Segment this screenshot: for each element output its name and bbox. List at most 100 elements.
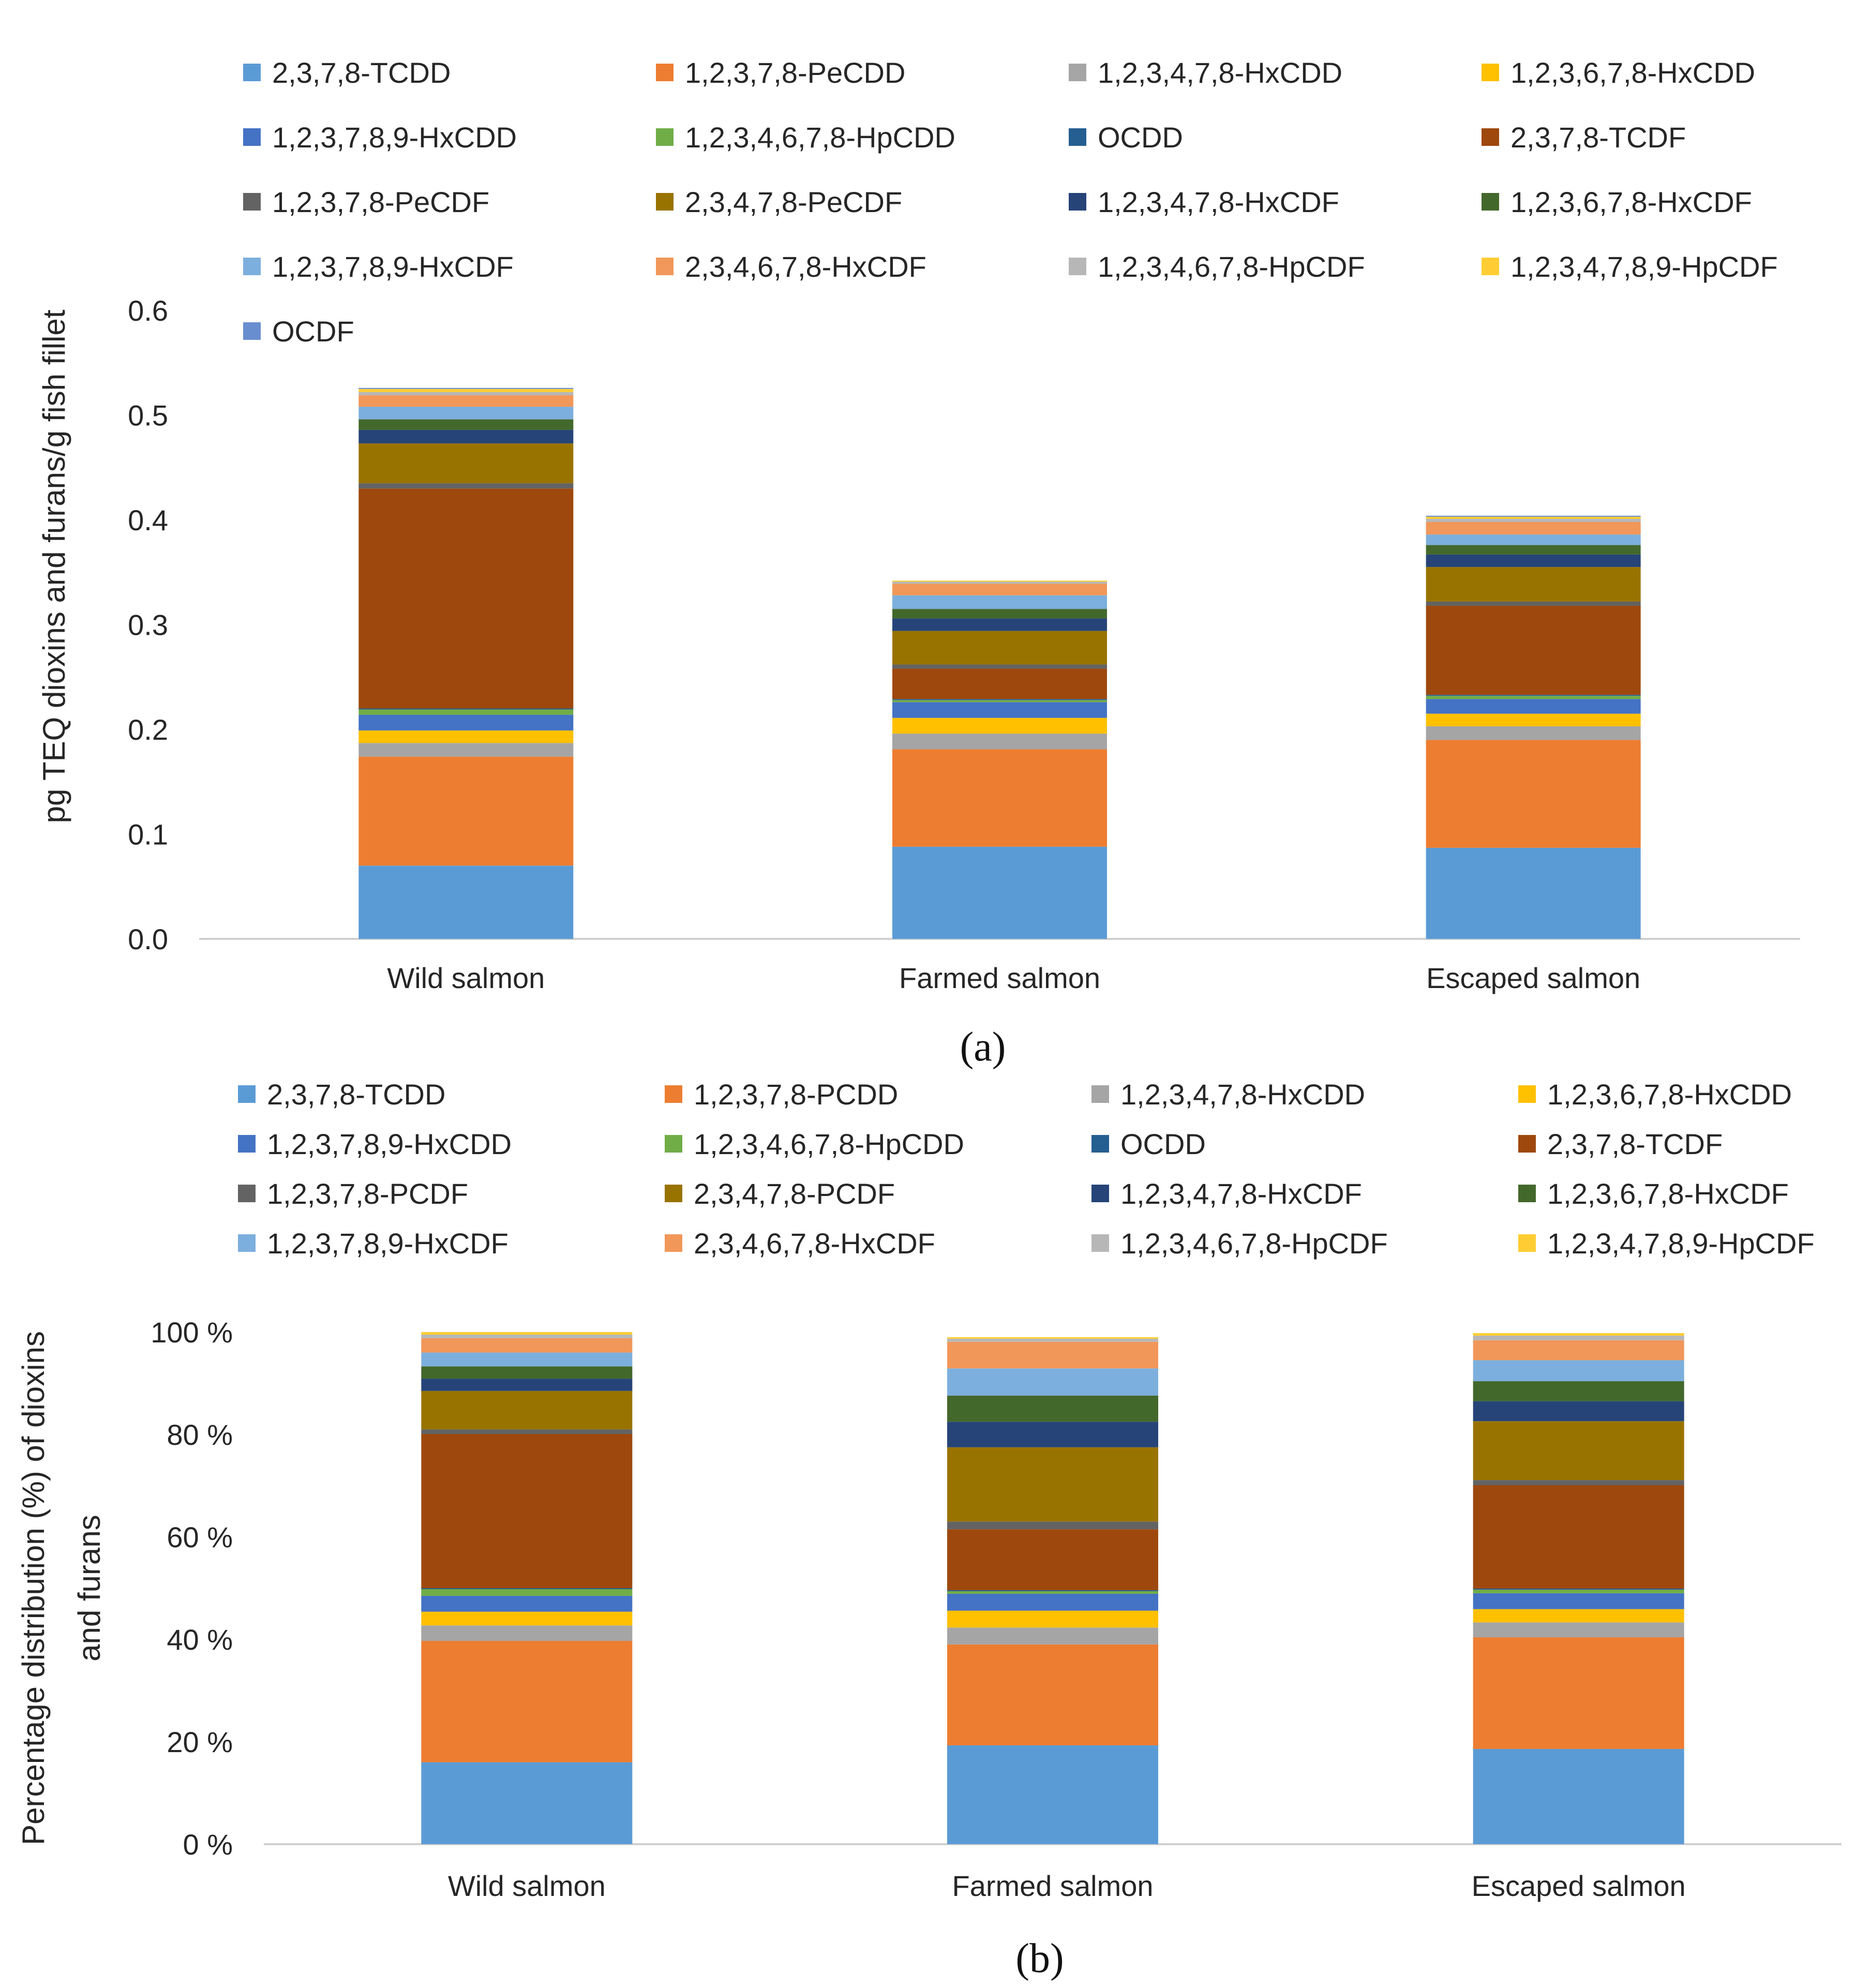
legend-swatch [1518, 1185, 1536, 1202]
bar-segment-1-2-3-7-8-pecdf [892, 664, 1107, 669]
legend-label: 1,2,3,6,7,8-HxCDF [1510, 186, 1752, 218]
bar-segment-1-2-3-4-6-7-8-hpcdf [1473, 1335, 1684, 1340]
x-tick-label: Escaped salmon [1426, 962, 1640, 994]
bar-segment-1-2-3-7-8-9-hxcdd [892, 702, 1107, 718]
bar-segment-1-2-3-7-8-pcdd [947, 1644, 1158, 1745]
bar-segment-1-2-3-6-7-8-hxcdd [358, 730, 574, 743]
legend-label: 1,2,3,7,8,9-HxCDF [272, 250, 514, 283]
legend-item-2-3-7-8-tcdf: 2,3,7,8-TCDF [1482, 121, 1686, 154]
bar-segment-1-2-3-6-7-8-hxcdd [1473, 1609, 1684, 1623]
legend-item-1-2-3-6-7-8-hxcdd: 1,2,3,6,7,8-HxCDD [1518, 1078, 1792, 1111]
bar-segment-ocdd [1426, 695, 1641, 696]
bar-segment-2-3-7-8-tcdd [947, 1745, 1158, 1844]
legend-item-1-2-3-4-7-8-9-hpcdf: 1,2,3,4,7,8,9-HpCDF [1482, 250, 1778, 283]
y-tick-label: 0.0 [128, 923, 168, 955]
legend-label: 1,2,3,4,7,8-HxCDF [1120, 1177, 1362, 1210]
bar-segment-1-2-3-4-7-8-hxcdd [358, 743, 574, 757]
bar-segment-1-2-3-7-8-9-hxcdd [358, 714, 574, 731]
bar-segment-2-3-7-8-tcdd [892, 846, 1107, 939]
bar-segment-1-2-3-6-7-8-hxcdd [421, 1611, 633, 1626]
bar-segment-1-2-3-6-7-8-hxcdf [892, 609, 1107, 619]
legend-item-1-2-3-4-6-7-8-hpcdd: 1,2,3,4,6,7,8-HpCDD [656, 121, 955, 154]
legend-item-1-2-3-7-8-pcdd: 1,2,3,7,8-PCDD [665, 1078, 898, 1111]
legend-swatch [1091, 1085, 1109, 1103]
legend-label: 1,2,3,7,8-PCDF [267, 1177, 468, 1210]
legend-swatch [1069, 193, 1086, 211]
legend-label: 1,2,3,4,7,8,9-HpCDF [1510, 250, 1778, 283]
legend-label: 1,2,3,4,6,7,8-HpCDD [685, 121, 955, 154]
legend-swatch [238, 1185, 256, 1202]
bar-segment-1-2-3-4-7-8-hxcdf [421, 1379, 633, 1391]
legend-label: 1,2,3,7,8,9-HxCDD [267, 1128, 512, 1160]
bar-segment-1-2-3-7-8-9-hxcdf [421, 1352, 633, 1367]
y-axis-label-b-line-2: and furans [72, 1515, 107, 1662]
legend-label: 2,3,7,8-TCDD [267, 1078, 445, 1111]
bar-segment-1-2-3-4-6-7-8-hpcdd [1473, 1589, 1684, 1593]
y-tick-label: 60 % [167, 1521, 233, 1553]
legend-swatch [1091, 1185, 1109, 1202]
legend-swatch [1069, 258, 1086, 275]
legend-swatch [238, 1085, 256, 1103]
bar-segment-1-2-3-4-7-8-hxcdf [947, 1422, 1158, 1447]
bar-segment-1-2-3-7-8-9-hxcdd [1426, 699, 1641, 714]
bar-segment-ocdd [1473, 1588, 1684, 1590]
bar-segment-2-3-4-6-7-8-hxcdf [1473, 1340, 1684, 1361]
x-tick-label: Escaped salmon [1472, 1870, 1686, 1902]
bar-segment-1-2-3-7-8-pecdf [1426, 601, 1641, 606]
bar-segment-1-2-3-4-7-8-9-hpcdf [421, 1332, 633, 1335]
legend-item-1-2-3-4-7-8-9-hpcdf: 1,2,3,4,7,8,9-HpCDF [1518, 1227, 1815, 1260]
legend-label: 1,2,3,4,7,8-HxCDD [1120, 1078, 1365, 1111]
legend-item-2-3-4-6-7-8-hxcdf: 2,3,4,6,7,8-HxCDF [665, 1227, 935, 1260]
bar-segment-ocdd [421, 1588, 633, 1589]
bar-segment-1-2-3-7-8-pcdf [947, 1521, 1158, 1530]
y-tick-label: 0.3 [128, 609, 168, 641]
legend-item-2-3-7-8-tcdd: 2,3,7,8-TCDD [238, 1078, 445, 1111]
y-tick-label: 0.6 [128, 294, 168, 327]
bar-segment-ocdd [892, 699, 1107, 700]
bar-segment-1-2-3-7-8-9-hxcdd [947, 1593, 1158, 1611]
bar-stack-escaped-salmon [1473, 1333, 1684, 1844]
y-tick-label: 80 % [167, 1418, 233, 1451]
bar-stack-farmed-salmon [947, 1337, 1158, 1844]
legend-label: 2,3,7,8-TCDF [1510, 121, 1686, 154]
bar-segment-ocdf [1426, 515, 1641, 517]
legend-label: 1,2,3,4,7,8-HxCDD [1098, 56, 1342, 89]
legend-swatch [243, 64, 261, 81]
legend-label: 2,3,7,8-TCDF [1547, 1128, 1723, 1160]
legend-label: 2,3,4,7,8-PCDF [694, 1177, 895, 1210]
y-axis-label-a: pg TEQ dioxins and furans/g fish fillet [37, 309, 71, 823]
legend-swatch [238, 1234, 256, 1252]
bar-segment-1-2-3-7-8-pcdf [1473, 1480, 1684, 1486]
bar-segment-1-2-3-6-7-8-hxcdd [1426, 713, 1641, 726]
bar-segment-2-3-4-7-8-pecdf [892, 631, 1107, 665]
legend-item-1-2-3-6-7-8-hxcdf: 1,2,3,6,7,8-HxCDF [1518, 1177, 1789, 1210]
bar-segment-2-3-4-7-8-pecdf [1426, 567, 1641, 602]
legend-item-2-3-4-7-8-pecdf: 2,3,4,7,8-PeCDF [656, 186, 902, 218]
legend-item-1-2-3-4-6-7-8-hpcdf: 1,2,3,4,6,7,8-HpCDF [1069, 250, 1365, 283]
bar-segment-1-2-3-7-8-pecdf [358, 483, 574, 489]
legend-label: 2,3,4,6,7,8-HxCDF [694, 1227, 935, 1260]
bar-segment-1-2-3-7-8-9-hxcdf [892, 595, 1107, 609]
legend-swatch [243, 128, 261, 146]
legend-swatch [1091, 1135, 1109, 1153]
legend-label: 2,3,4,6,7,8-HxCDF [685, 250, 926, 283]
legend-label: 2,3,7,8-TCDD [272, 56, 451, 89]
legend-swatch [1069, 128, 1086, 146]
bar-segment-2-3-4-6-7-8-hxcdf [421, 1338, 633, 1353]
bar-segment-2-3-7-8-tcdf [892, 668, 1107, 699]
legend-label: OCDD [1098, 121, 1183, 154]
legend-swatch [1482, 64, 1499, 81]
bar-segment-ocdf [358, 387, 574, 389]
legend-item-1-2-3-7-8-9-hxcdf: 1,2,3,7,8,9-HxCDF [238, 1227, 508, 1260]
bar-segment-1-2-3-6-7-8-hxcdf [358, 419, 574, 430]
bar-segment-1-2-3-4-6-7-8-hpcdf [421, 1334, 633, 1338]
legend-swatch [1518, 1135, 1536, 1153]
bar-segment-1-2-3-7-8-9-hxcdf [947, 1368, 1158, 1396]
bar-segment-ocdd [358, 708, 574, 710]
legend-swatch [243, 193, 261, 211]
bar-segment-1-2-3-7-8-pecdd [892, 749, 1107, 847]
legend-item-2-3-7-8-tcdf: 2,3,7,8-TCDF [1518, 1128, 1723, 1160]
legend-swatch [665, 1234, 682, 1252]
bar-segment-1-2-3-6-7-8-hxcdf [421, 1366, 633, 1379]
